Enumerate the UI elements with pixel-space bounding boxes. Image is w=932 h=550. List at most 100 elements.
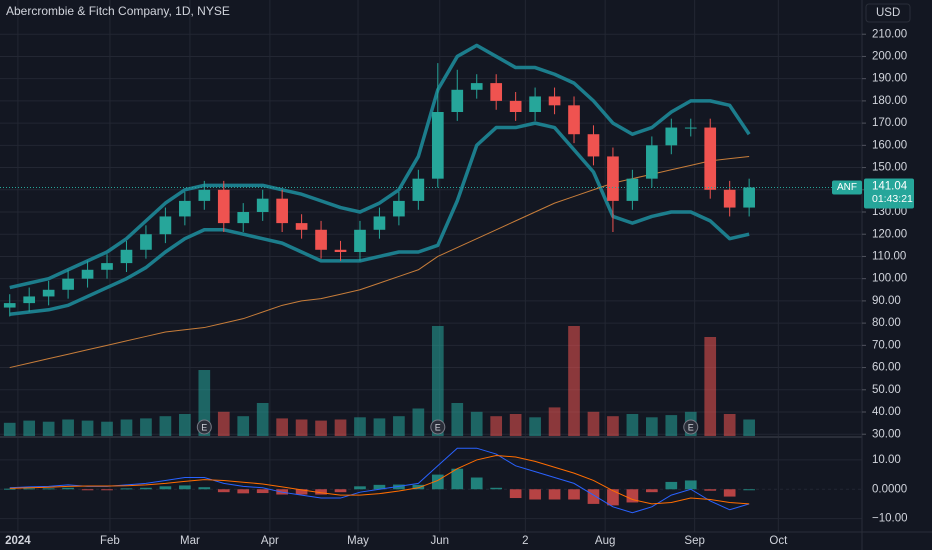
histogram-bar [431,474,444,490]
price-tag [864,178,914,209]
candle-body [256,198,269,212]
histogram-bar [665,481,678,490]
candle-body [490,83,503,101]
histogram-bar [704,489,717,491]
histogram-bar [42,488,55,490]
x-tick-label: 2024 [5,535,31,547]
candle-body [276,198,288,224]
volume-bar [470,411,483,436]
histogram-bar [62,487,74,490]
volume-bar [140,418,152,436]
histogram-bar [81,489,94,491]
histogram-bar [256,489,269,494]
y-tick-label: 200.00 [872,50,907,62]
candle-body [237,212,250,224]
x-tick-label: Jun [430,535,449,547]
x-tick-label: Oct [769,535,788,547]
histogram-bar [723,489,736,497]
y-tick-label: 150.00 [872,162,907,174]
histogram-bar [490,487,503,490]
y-tick-label: 210.00 [872,28,907,40]
volume-bar [101,421,113,436]
y-tick-label: 130.00 [872,206,907,218]
candle-body [334,249,347,252]
volume-bar [509,414,522,436]
x-tick-label: Apr [261,535,279,547]
histogram-bar [334,489,347,493]
histogram-bar [548,489,561,500]
volume-bar [237,416,250,436]
candle-body [42,289,55,297]
y-tick-label: 170.00 [872,117,907,129]
candle-body [509,100,522,112]
histogram-bar [159,486,172,490]
candle-body [470,83,483,90]
y-tick-label: 0.0000 [872,483,907,495]
volume-bar [179,414,191,436]
candle-body [665,127,678,146]
volume-bar [393,416,405,436]
volume-bar [354,417,366,436]
volume-bar [295,419,308,436]
histogram-bar [217,489,230,493]
histogram-bar [684,480,697,490]
candle-body [587,134,600,157]
volume-bar [490,416,503,436]
earnings-label: E [688,422,694,432]
candle-body [81,269,94,279]
y-tick-label: 80.00 [872,317,901,329]
countdown-label: 01:43:21 [872,193,913,205]
macd-line [9,447,750,514]
symbol-label: ANF [837,182,857,193]
histogram-bar [3,488,16,490]
y-tick-label: 190.00 [872,73,907,85]
x-tick-label: Aug [595,535,615,547]
histogram-bar [743,489,755,491]
histogram-bar [393,484,405,490]
candle-body [646,145,658,179]
x-tick-label: Feb [100,535,120,547]
y-tick-label: 120.00 [872,228,907,240]
candle-body [23,296,36,304]
volume-bar [276,418,288,436]
volume-bar [743,419,755,436]
candle-body [626,178,639,201]
y-tick-label: 30.00 [872,428,901,440]
y-tick-label: 180.00 [872,95,907,107]
histogram-bar [198,487,211,490]
histogram-bar [626,489,639,503]
volume-bar [704,337,717,436]
volume-bar [373,418,386,436]
candle-body [198,189,211,201]
candle-body [684,127,697,129]
volume-bar [217,411,230,436]
earnings-marker [683,419,699,435]
y-tick-label: −10.00 [872,513,908,525]
macd-line [9,455,750,505]
candle-body [743,187,755,208]
histogram-bar [412,484,425,490]
candle-body [529,96,541,112]
chart-title: Abercrombie & Fitch Company, 1D, NYSE [6,4,230,18]
candle-body [548,96,561,106]
histogram-bar [509,489,522,499]
histogram-bar [529,489,541,500]
histogram-bar [315,489,327,495]
histogram-bar [295,489,308,495]
candle-body [101,263,113,270]
candle-body [120,249,133,264]
y-tick-label: 70.00 [872,339,901,351]
volume-bar [62,419,74,436]
volume-bar [334,419,347,436]
candle-body [159,216,172,235]
candle-body [3,303,16,308]
histogram-bar [140,487,152,490]
histogram-bar [373,484,386,490]
histogram-bar [646,489,658,493]
earnings-marker [196,419,212,435]
volume-bar [626,414,639,436]
volume-bar [120,419,133,436]
volume-bar [646,417,658,436]
